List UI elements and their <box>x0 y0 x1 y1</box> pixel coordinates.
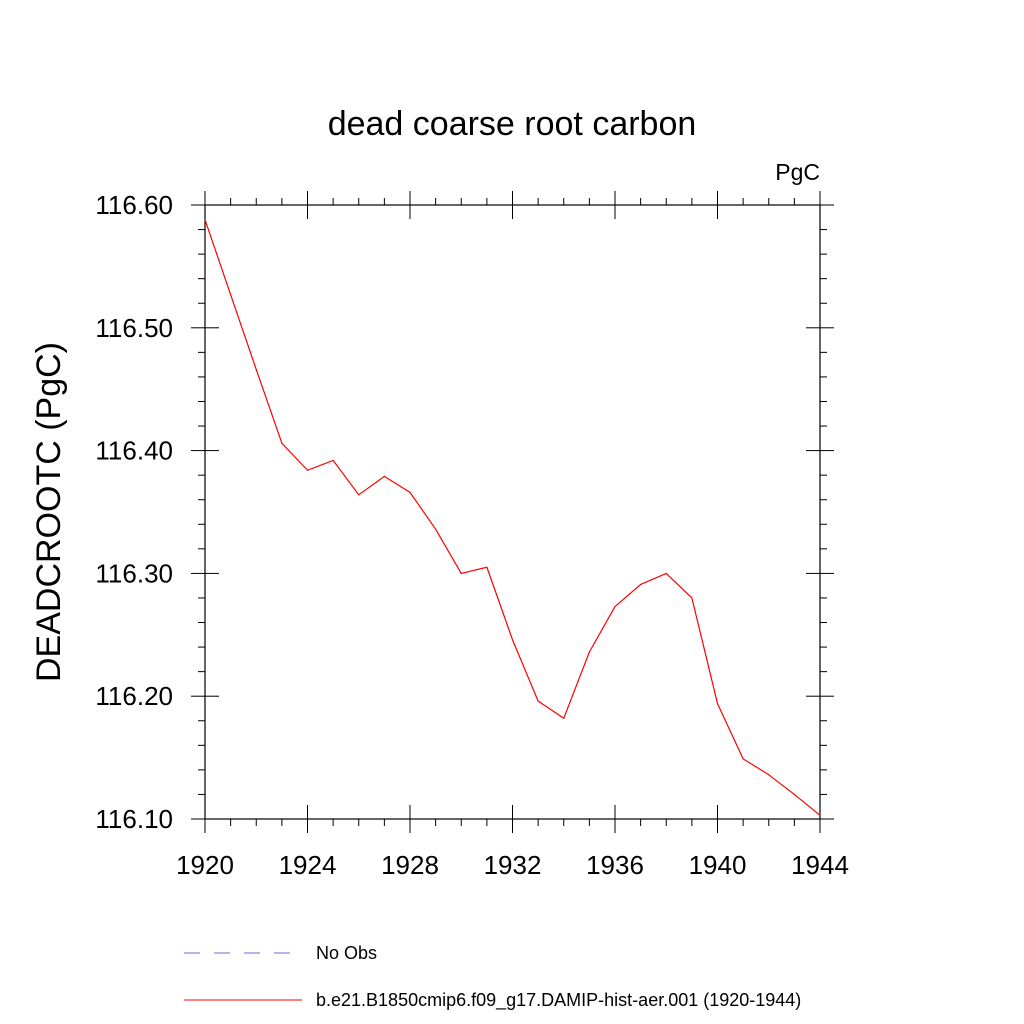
units-label: PgC <box>775 159 820 185</box>
y-tick-label: 116.60 <box>95 190 173 220</box>
series-line <box>204 219 821 816</box>
series-point <box>230 294 232 296</box>
series-point <box>486 566 488 568</box>
axis-ticks <box>191 191 834 833</box>
x-tick-label: 1936 <box>586 850 644 880</box>
series-point <box>383 475 385 477</box>
axis-tick-labels: 1920 1924 1928 1932 1936 1940 1944 116.10 116.20… <box>95 190 849 880</box>
series-point <box>742 758 744 760</box>
y-tick-label: 116.20 <box>95 681 173 711</box>
series-point <box>281 442 283 444</box>
series-point <box>768 774 770 776</box>
y-tick-label: 116.40 <box>95 436 173 466</box>
series-point <box>204 219 206 221</box>
y-tick-label: 116.50 <box>95 313 173 343</box>
series-point <box>460 572 462 575</box>
series-point <box>332 459 334 462</box>
x-tick-label: 1932 <box>484 850 542 880</box>
x-tick-label: 1944 <box>791 850 849 880</box>
series-point <box>640 583 642 586</box>
series-point <box>255 368 257 371</box>
x-tick-label: 1924 <box>279 850 337 880</box>
series-point <box>537 700 539 702</box>
series-point <box>409 491 411 493</box>
series-point <box>435 528 437 530</box>
legend: No Obs b.e21.B1850cmip6.f09_g17.DAMIP-hi… <box>184 943 801 1011</box>
series-point <box>716 702 719 705</box>
series-point <box>665 572 667 575</box>
x-tick-label: 1928 <box>381 850 439 880</box>
legend-label-no-obs: No Obs <box>316 943 377 963</box>
series-point <box>691 597 693 599</box>
plot-frame <box>204 204 821 820</box>
series-layer <box>204 219 821 816</box>
y-axis-label: DEADCROOTC (PgC) <box>30 342 68 682</box>
series-point <box>819 814 821 816</box>
series-point <box>793 793 795 796</box>
x-tick-label: 1940 <box>689 850 747 880</box>
legend-label-model: b.e21.B1850cmip6.f09_g17.DAMIP-hist-aer.… <box>316 990 801 1011</box>
series-point <box>614 605 616 608</box>
x-tick-label: 1920 <box>176 850 234 880</box>
series-point <box>511 639 514 641</box>
series-point <box>358 494 360 496</box>
y-tick-label: 116.30 <box>95 558 173 588</box>
series-point <box>306 469 309 471</box>
series-point <box>563 717 565 719</box>
y-tick-label: 116.10 <box>95 804 173 834</box>
chart-title: dead coarse root carbon <box>328 105 697 143</box>
series-point <box>588 651 590 653</box>
